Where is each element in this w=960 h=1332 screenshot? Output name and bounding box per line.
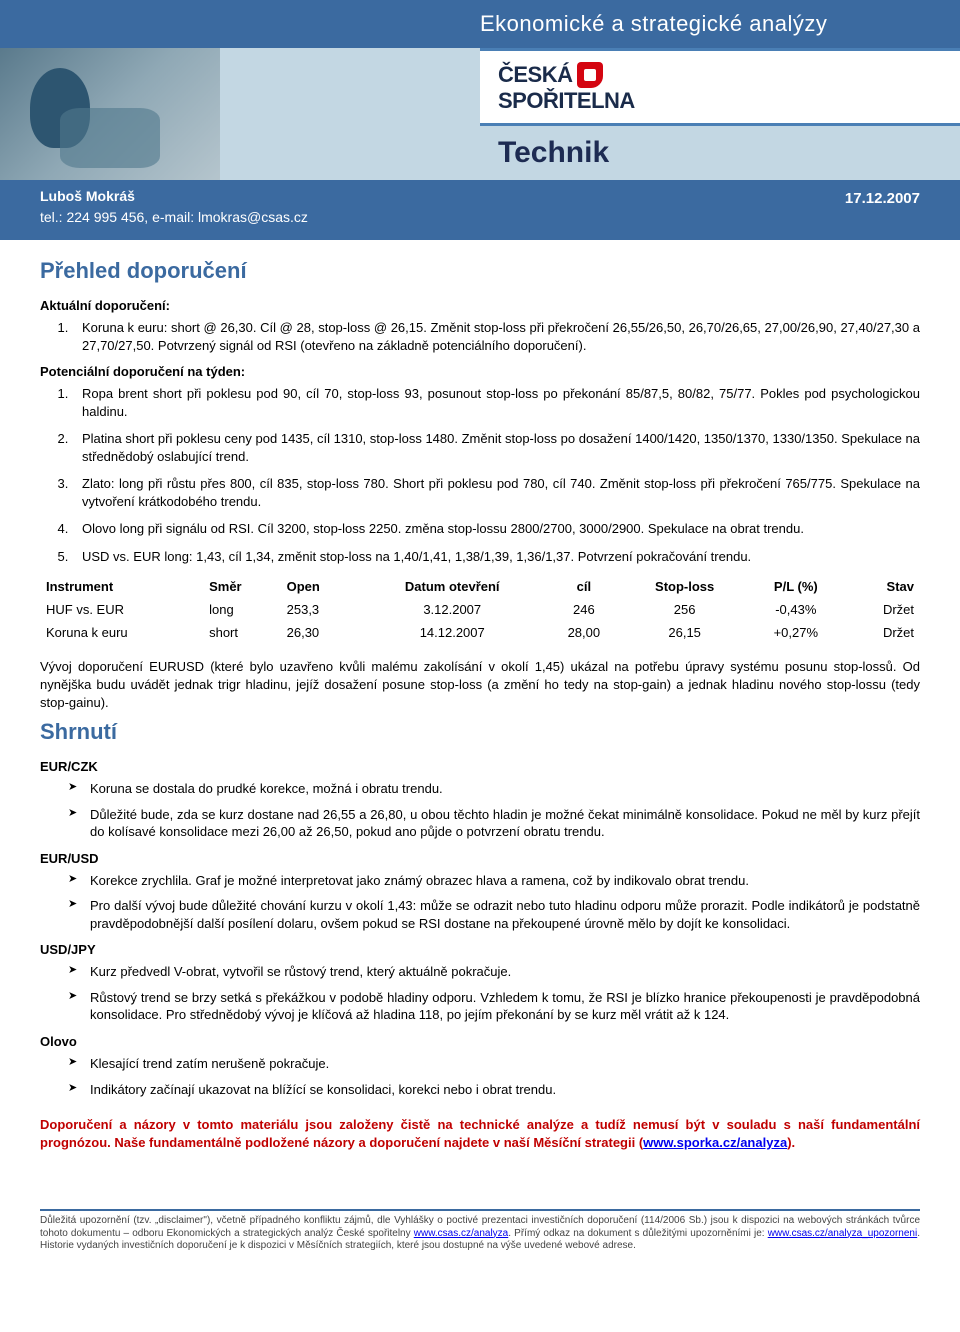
table-cell: HUF vs. EUR — [40, 598, 203, 621]
red-disclaimer: Doporučení a názory v tomto materiálu js… — [40, 1116, 920, 1151]
summary-bullet-list: Koruna se dostala do prudké korekce, mož… — [40, 780, 920, 841]
header-right: ČESKÁ SPOŘITELNA Technik — [220, 48, 960, 180]
table-header-row: InstrumentSměrOpenDatum otevřenícílStop-… — [40, 575, 920, 598]
table-cell: 26,30 — [281, 621, 360, 644]
table-cell: 14.12.2007 — [359, 621, 545, 644]
list-item: Platina short při poklesu ceny pod 1435,… — [72, 430, 920, 465]
table-cell: short — [203, 621, 281, 644]
summary-bullet-list: Korekce zrychlila. Graf je možné interpr… — [40, 872, 920, 933]
table-cell: -0,43% — [747, 598, 845, 621]
header-band: ČESKÁ SPOŘITELNA Technik — [0, 48, 960, 180]
footnote-text-2: . Přímý odkaz na dokument s důležitými u… — [508, 1228, 767, 1239]
potential-list: Ropa brent short při poklesu pod 90, cíl… — [40, 385, 920, 565]
logo-line1: ČESKÁ — [498, 64, 573, 86]
table-header-cell: cíl — [545, 575, 623, 598]
footnote-link-1[interactable]: www.csas.cz/analyza — [414, 1228, 508, 1239]
table-row: Koruna k eurushort26,3014.12.200728,0026… — [40, 621, 920, 644]
table-header-cell: Stav — [845, 575, 920, 598]
summary-section-heading: EUR/USD — [40, 851, 920, 866]
table-cell: 246 — [545, 598, 623, 621]
table-cell: 3.12.2007 — [359, 598, 545, 621]
overview-title: Přehled doporučení — [40, 258, 920, 284]
summary-title: Shrnutí — [40, 719, 920, 745]
summary-bullet: Koruna se dostala do prudké korekce, mož… — [68, 780, 920, 798]
table-header-cell: Směr — [203, 575, 281, 598]
logo-box: ČESKÁ SPOŘITELNA — [480, 48, 960, 126]
author-bar: Luboš Mokráš tel.: 224 995 456, e-mail: … — [0, 180, 960, 240]
summary-bullet: Korekce zrychlila. Graf je možné interpr… — [68, 872, 920, 890]
author-contact: tel.: 224 995 456, e-mail: lmokras@csas.… — [40, 207, 308, 228]
table-header-cell: Open — [281, 575, 360, 598]
header-title: Ekonomické a strategické analýzy — [480, 11, 827, 37]
table-row: HUF vs. EURlong253,33.12.2007246256-0,43… — [40, 598, 920, 621]
table-header-cell: Datum otevření — [359, 575, 545, 598]
summary-bullet: Klesající trend zatím nerušeně pokračuje… — [68, 1055, 920, 1073]
table-header-cell: P/L (%) — [747, 575, 845, 598]
table-header-cell: Stop-loss — [623, 575, 747, 598]
list-item: USD vs. EUR long: 1,43, cíl 1,34, změnit… — [72, 548, 920, 566]
summary-bullet: Růstový trend se brzy setká s překážkou … — [68, 989, 920, 1024]
footer-note: Důležitá upozornění (tzv. „disclaimer"),… — [0, 1211, 960, 1267]
table-cell: 253,3 — [281, 598, 360, 621]
summary-bullet-list: Klesající trend zatím nerušeně pokračuje… — [40, 1055, 920, 1098]
list-item: Koruna k euru: short @ 26,30. Cíl @ 28, … — [72, 319, 920, 354]
summary-bullet: Důležité bude, zda se kurz dostane nad 2… — [68, 806, 920, 841]
logo-line2: SPOŘITELNA — [498, 90, 635, 112]
table-header-cell: Instrument — [40, 575, 203, 598]
list-item: Zlato: long při růstu přes 800, cíl 835,… — [72, 475, 920, 510]
summary-section-heading: Olovo — [40, 1034, 920, 1049]
summary-bullet: Indikátory začínají ukazovat na blížící … — [68, 1081, 920, 1099]
summary-bullet-list: Kurz předvedl V-obrat, vytvořil se růsto… — [40, 963, 920, 1024]
header-photo — [0, 48, 220, 180]
table-cell: +0,27% — [747, 621, 845, 644]
table-cell: 26,15 — [623, 621, 747, 644]
table-cell: long — [203, 598, 281, 621]
content: Přehled doporučení Aktuální doporučení: … — [0, 240, 960, 1179]
current-list: Koruna k euru: short @ 26,30. Cíl @ 28, … — [40, 319, 920, 354]
summary-bullet: Pro další vývoj bude důležité chování ku… — [68, 897, 920, 932]
current-heading: Aktuální doporučení: — [40, 298, 920, 313]
post-table-paragraph: Vývoj doporučení EURUSD (které bylo uzav… — [40, 658, 920, 711]
section-title: Technik — [480, 126, 960, 180]
list-item: Ropa brent short při poklesu pod 90, cíl… — [72, 385, 920, 420]
footnote-link-2[interactable]: www.csas.cz/analyza_upozorneni — [768, 1228, 918, 1239]
author-name: Luboš Mokráš — [40, 186, 308, 207]
table-cell: Držet — [845, 621, 920, 644]
list-item: Olovo long při signálu od RSI. Cíl 3200,… — [72, 520, 920, 538]
red-text-2: ). — [787, 1135, 795, 1150]
logo-icon — [577, 62, 603, 88]
summary-bullet: Kurz předvedl V-obrat, vytvořil se růsto… — [68, 963, 920, 981]
potential-heading: Potenciální doporučení na týden: — [40, 364, 920, 379]
summary-section-heading: USD/JPY — [40, 942, 920, 957]
table-cell: 256 — [623, 598, 747, 621]
table-cell: Držet — [845, 598, 920, 621]
table-cell: Koruna k euru — [40, 621, 203, 644]
positions-table: InstrumentSměrOpenDatum otevřenícílStop-… — [40, 575, 920, 644]
summary-section-heading: EUR/CZK — [40, 759, 920, 774]
document-date: 17.12.2007 — [845, 190, 920, 207]
table-cell: 28,00 — [545, 621, 623, 644]
red-link[interactable]: www.sporka.cz/analyza — [643, 1135, 787, 1150]
header-top-bar: Ekonomické a strategické analýzy — [0, 0, 960, 48]
